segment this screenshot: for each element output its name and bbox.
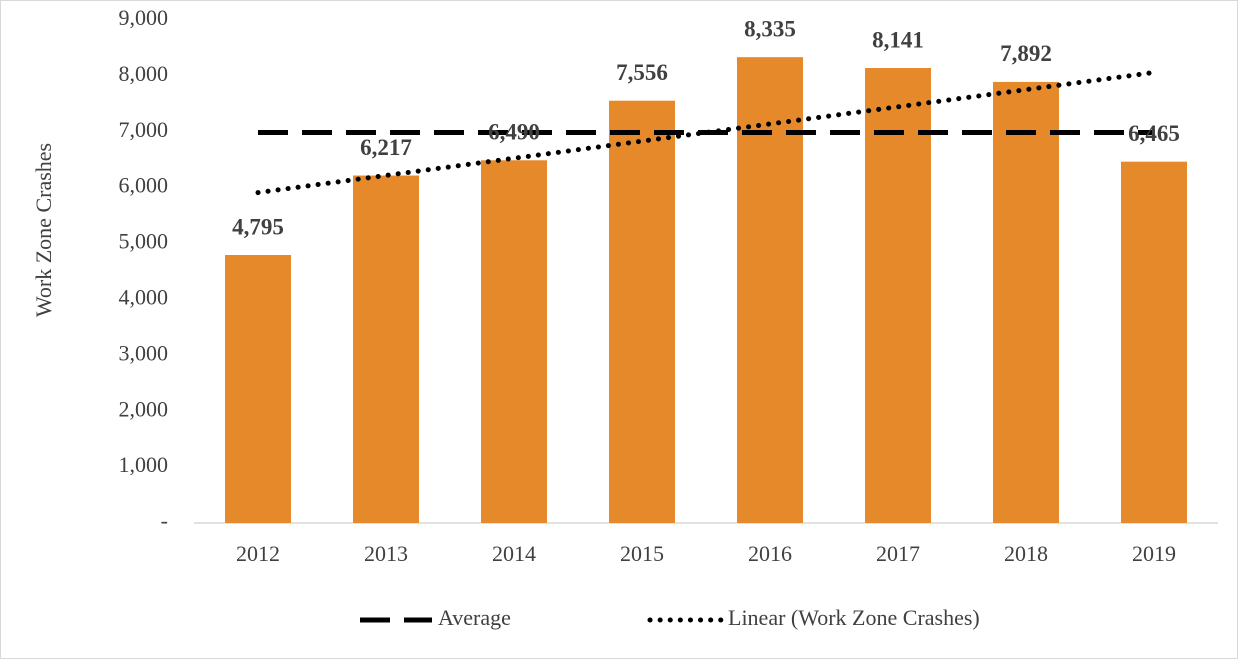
- bar: [609, 100, 675, 523]
- y-tick-label: 3,000: [119, 340, 169, 365]
- value-label: 4,795: [232, 214, 284, 239]
- x-tick-label: 2016: [748, 541, 792, 566]
- value-label: 8,335: [744, 16, 796, 41]
- x-tick-label: 2012: [236, 541, 280, 566]
- x-tick-label: 2013: [364, 541, 408, 566]
- y-tick-label: 7,000: [119, 117, 169, 142]
- y-tick-label: 9,000: [119, 5, 169, 30]
- value-label: 6,465: [1128, 121, 1180, 146]
- bar: [481, 160, 547, 523]
- value-label: 7,556: [616, 60, 668, 85]
- series-line: [255, 69, 1157, 196]
- y-tick-label: 8,000: [119, 61, 169, 86]
- bar: [353, 175, 419, 524]
- x-tick-label: 2019: [1132, 541, 1176, 566]
- bar: [1121, 161, 1187, 523]
- x-tick-label: 2015: [620, 541, 664, 566]
- y-tick-label: 5,000: [119, 229, 169, 254]
- legend-label: Average: [438, 605, 511, 630]
- bar: [225, 255, 291, 524]
- y-axis-label: Work Zone Crashes: [31, 143, 56, 317]
- y-tick-label: 1,000: [119, 452, 169, 477]
- x-tick-label: 2014: [492, 541, 536, 566]
- value-label: 6,490: [488, 120, 540, 145]
- bar: [865, 68, 931, 524]
- x-tick-label: 2018: [1004, 541, 1048, 566]
- bar: [993, 81, 1059, 523]
- y-tick-label: 4,000: [119, 284, 169, 309]
- value-label: 7,892: [1000, 41, 1052, 66]
- legend-label: Linear (Work Zone Crashes): [728, 605, 980, 630]
- value-label: 8,141: [872, 27, 924, 52]
- x-tick-label: 2017: [876, 541, 920, 566]
- value-label: 6,217: [360, 135, 412, 160]
- y-tick-label: 2,000: [119, 396, 169, 421]
- y-tick-label: -: [161, 508, 168, 533]
- y-tick-label: 6,000: [119, 173, 169, 198]
